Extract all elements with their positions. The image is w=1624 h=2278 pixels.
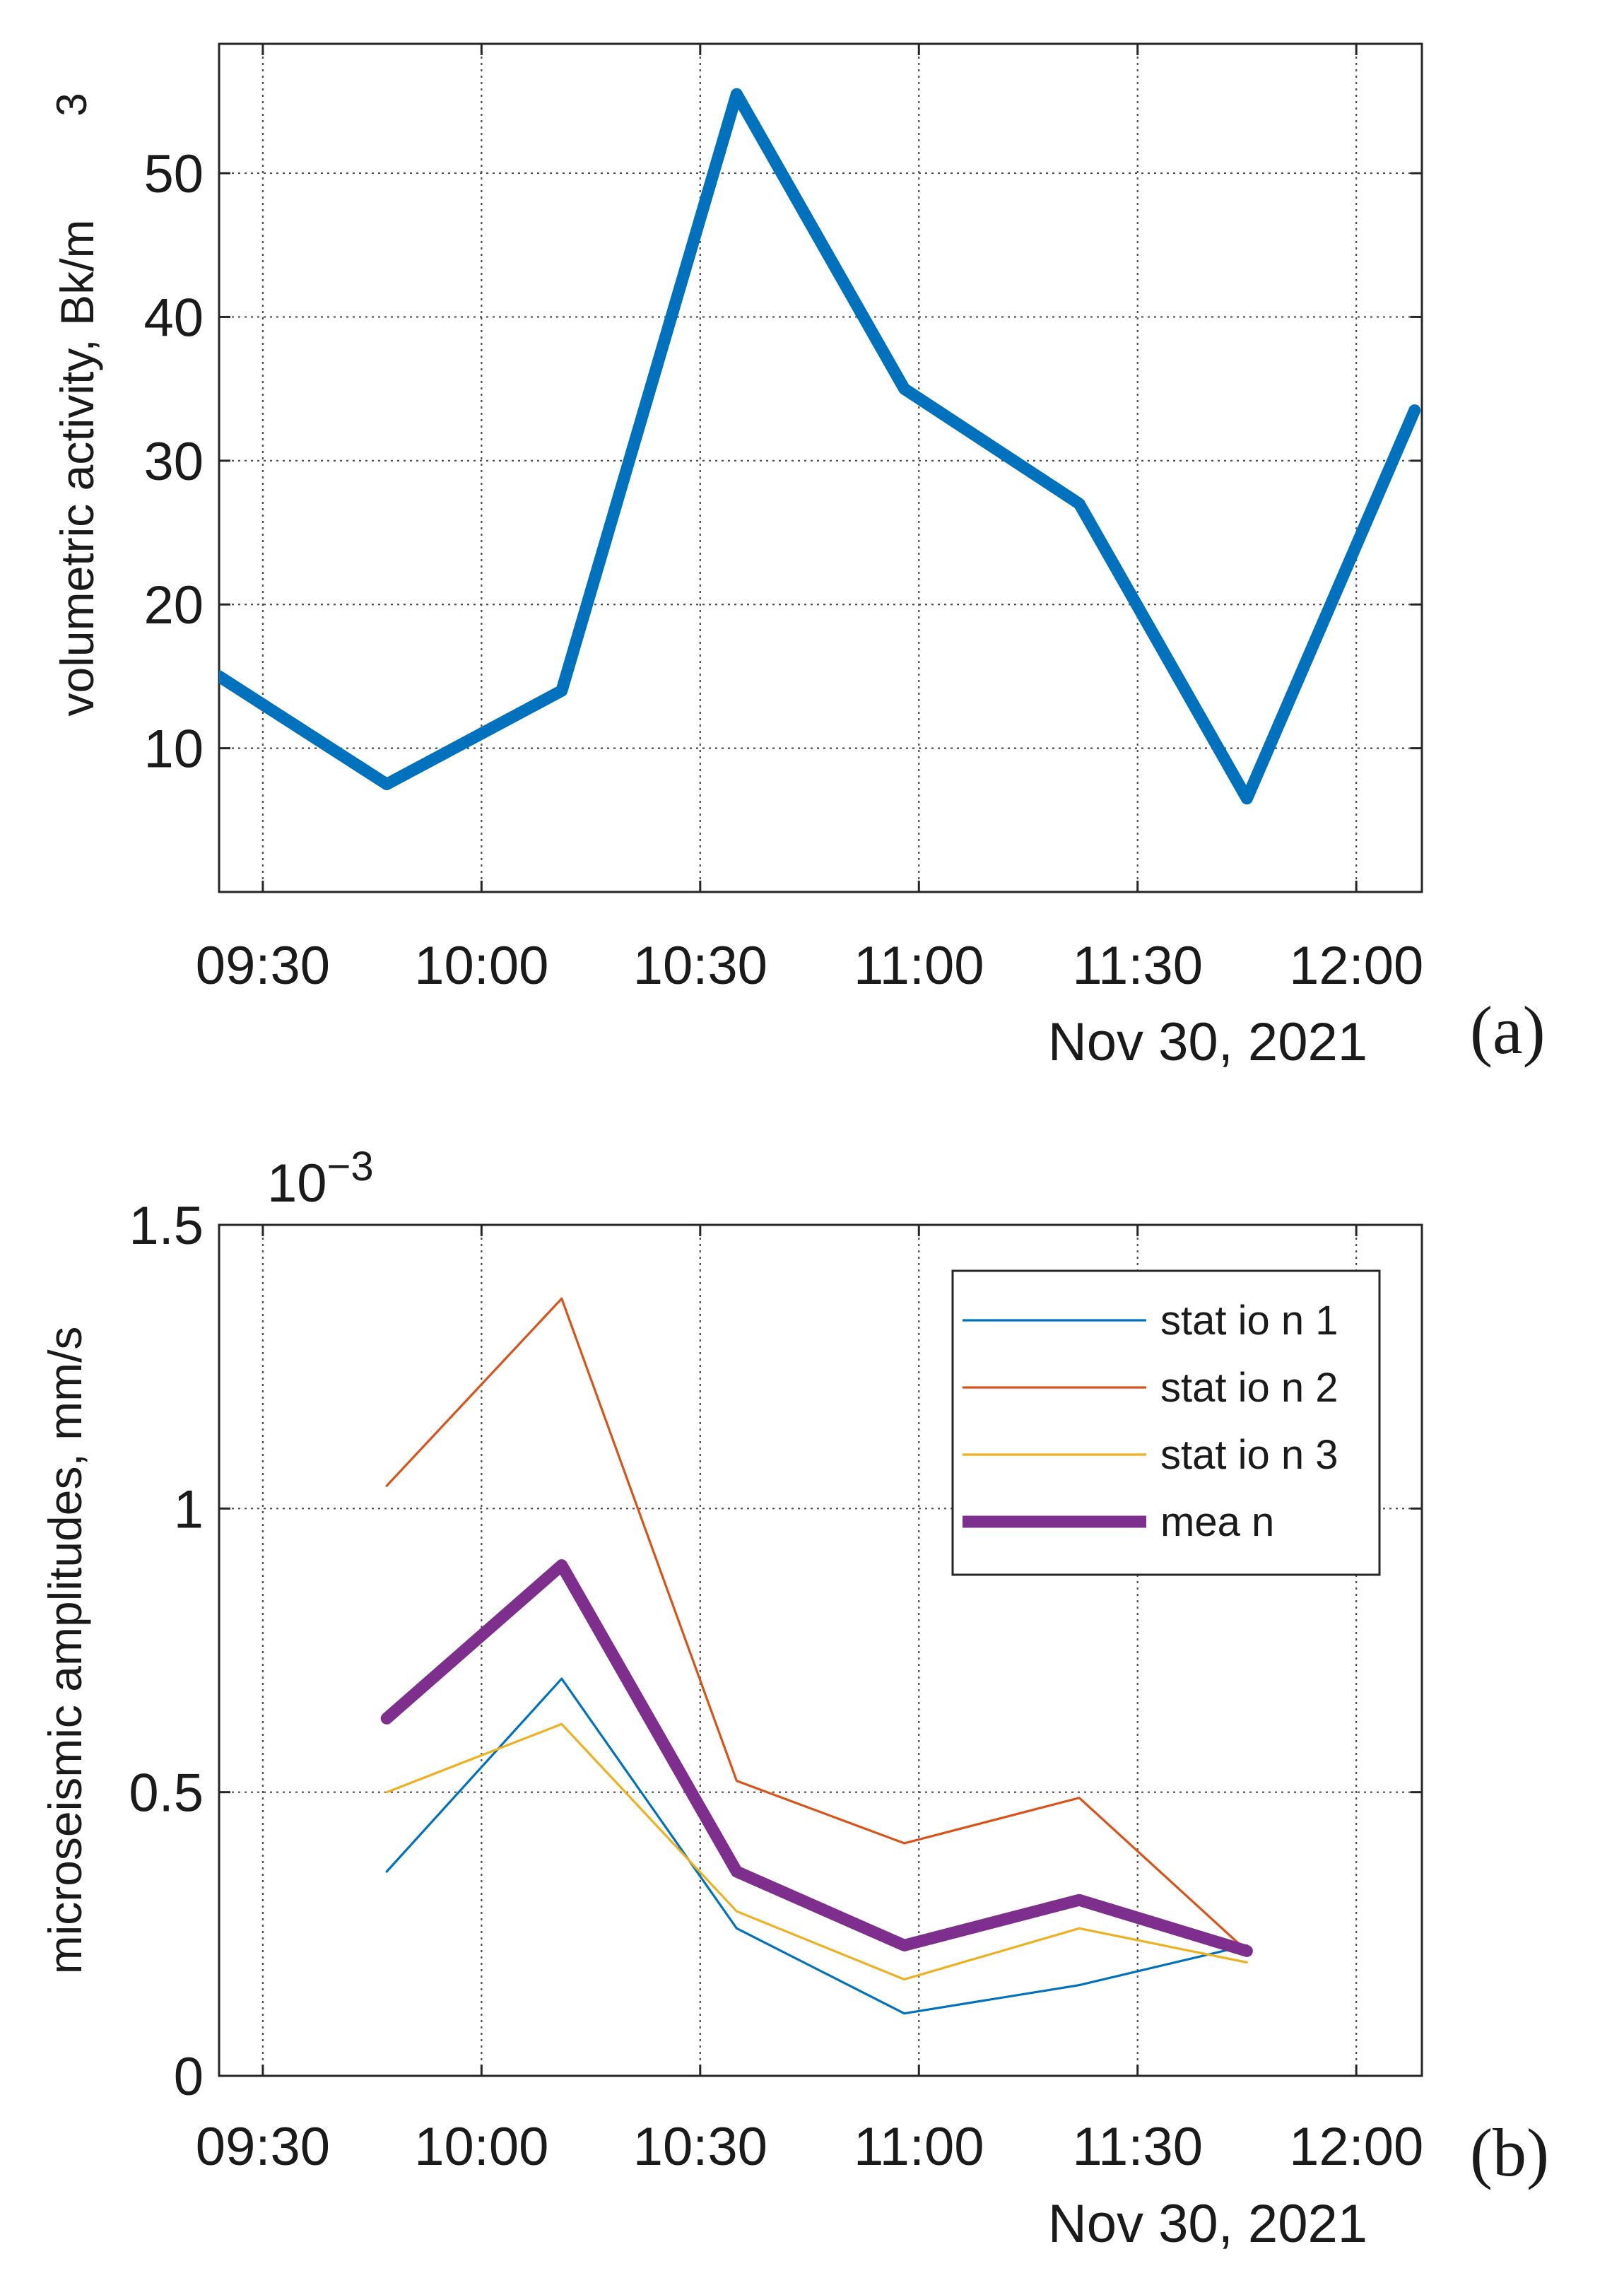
panel-a-x-tick-label: 09:30 bbox=[196, 936, 330, 996]
panel-a-x-tick-label: 11:00 bbox=[854, 936, 984, 996]
panel-b-series-line-station-3 bbox=[385, 1722, 1249, 1981]
panel-a-x-tick-label: 10:00 bbox=[414, 936, 548, 996]
panel-b-y-tick-label: 1 bbox=[174, 1479, 204, 1539]
panel-b-series-line-station-1 bbox=[385, 1677, 1249, 2015]
panel-a-y-tick-label: 10 bbox=[143, 720, 204, 780]
panel-a-y-tick-label: 50 bbox=[143, 144, 204, 204]
panel-b-exponent-label: 10−3 bbox=[267, 1144, 374, 1214]
panel-b-x-tick-label: 12:00 bbox=[1289, 2117, 1423, 2177]
panel-a-series-line-volumetric-activity bbox=[219, 88, 1421, 805]
panel-a-x-tick-label: 10:30 bbox=[633, 936, 767, 996]
panel-a-panel-label: (a) bbox=[1470, 992, 1546, 1068]
panel-b-legend-label-station-1: stat io n 1 bbox=[1160, 1298, 1338, 1344]
panel-b-series-line-mean bbox=[380, 1559, 1253, 1957]
panel-a-y-axis-label-superscript: 3 bbox=[48, 93, 95, 116]
panel-b-legend-label-mean: mea n bbox=[1160, 1499, 1274, 1545]
panel-a-y-tick-label: 30 bbox=[143, 432, 204, 492]
panel-b-exponent-power: −3 bbox=[327, 1144, 374, 1190]
panel-b-date-label: Nov 30, 2021 bbox=[1048, 2194, 1367, 2254]
panel-b-x-tick-label: 09:30 bbox=[196, 2117, 330, 2177]
panel-a-y-tick-label: 40 bbox=[143, 288, 204, 348]
panel-a-x-tick-label: 11:30 bbox=[1072, 936, 1203, 996]
panel-b-y-tick-label: 0.5 bbox=[129, 1763, 204, 1824]
panel-b-y-tick-label: 1.5 bbox=[129, 1196, 204, 1256]
panel-b-legend-label-station-3: stat io n 3 bbox=[1160, 1432, 1338, 1478]
panel-b-x-tick-label: 11:30 bbox=[1072, 2117, 1203, 2177]
panel-b-series-line-station-2 bbox=[385, 1297, 1249, 1952]
panel-b-x-tick-label: 10:00 bbox=[414, 2117, 548, 2177]
panel-b-axes-box bbox=[218, 1223, 1423, 2077]
panel-a-date-label: Nov 30, 2021 bbox=[1048, 1012, 1367, 1072]
panel-a-y-tick-label: 20 bbox=[143, 575, 204, 635]
panel-b-y-axis-label: microseismic amplitudes, mm/s bbox=[39, 1327, 91, 1975]
panel-a-y-axis-label: volumetric activity, Bk/m bbox=[51, 220, 103, 717]
panel-a-chart: 09:30 10:00 10:30 11:00 11:30 12:00 10 20 30 40 50… bbox=[48, 42, 1546, 1072]
panel-b-x-tick-label: 10:30 bbox=[633, 2117, 767, 2177]
panel-b-panel-label: (b) bbox=[1470, 2115, 1549, 2190]
panel-a-x-tick-label: 12:00 bbox=[1289, 936, 1423, 996]
panel-b-y-tick-label: 0 bbox=[174, 2047, 204, 2107]
panel-b-chart: 09:30 10:00 10:30 11:00 11:30 12:00 0 0.5 1 1.5 No… bbox=[39, 1144, 1549, 2254]
panel-a-axes-box bbox=[218, 42, 1423, 893]
panel-b-x-tick-label: 11:00 bbox=[854, 2117, 984, 2177]
panel-b-exponent-base: 10 bbox=[267, 1153, 327, 1214]
panel-b-legend-label-station-2: stat io n 2 bbox=[1160, 1365, 1338, 1411]
